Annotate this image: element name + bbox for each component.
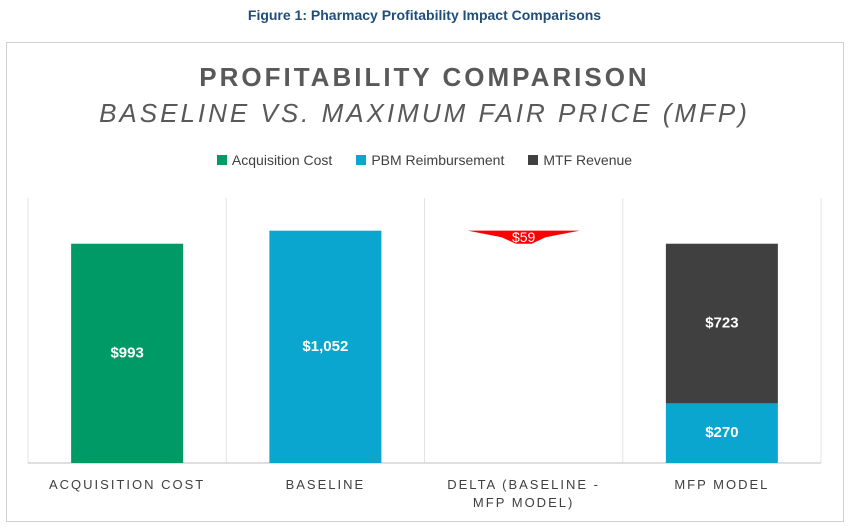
- bar-segment: [269, 230, 382, 463]
- value-label: $993: [110, 344, 143, 361]
- chart-subtitle: BASELINE VS. MAXIMUM FAIR PRICE (MFP): [99, 98, 750, 128]
- legend-swatch: [356, 155, 367, 165]
- legend-label: Acquisition Cost: [231, 152, 333, 168]
- x-tick-label: MFP MODEL: [674, 477, 770, 492]
- legend-label: PBM Reimbursement: [371, 152, 505, 168]
- legend-swatch: [528, 155, 539, 165]
- figure-caption: Figure 1: Pharmacy Profitability Impact …: [247, 7, 602, 23]
- value-label: $723: [705, 315, 738, 332]
- bar-segment: [665, 403, 778, 463]
- value-label: $270: [705, 424, 738, 441]
- bar-segment: [71, 243, 184, 463]
- legend-label: MTF Revenue: [543, 152, 633, 168]
- chart-title: PROFITABILITY COMPARISON: [199, 62, 650, 92]
- value-label: $1,052: [302, 338, 348, 355]
- legend-item: MTF Revenue: [528, 152, 632, 168]
- x-tick-label: DELTA (BASELINE - MFP MODEL): [447, 477, 600, 510]
- x-tick-label: BASELINE: [285, 477, 366, 492]
- legend-item: Acquisition Cost: [216, 152, 333, 168]
- delta-label: $59: [512, 229, 536, 245]
- x-tick-label: ACQUISITION COST: [49, 477, 206, 492]
- legend: Acquisition Cost PBM Reimbursement MTF Rev…: [0, 152, 849, 168]
- bar-segment: [665, 243, 778, 404]
- delta-arrow: [467, 230, 580, 244]
- legend-swatch: [216, 155, 227, 165]
- chart-frame: [6, 42, 844, 522]
- legend-item: PBM Reimbursement: [356, 152, 504, 168]
